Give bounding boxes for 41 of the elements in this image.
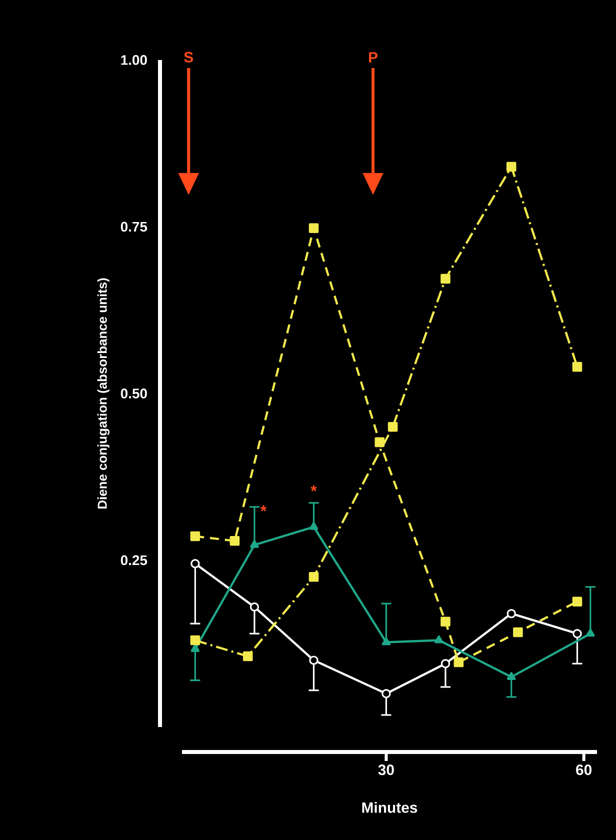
y-tick-label: 0.50	[120, 388, 147, 398]
ref-line-label: S	[184, 52, 193, 62]
point	[440, 616, 450, 626]
y-tick-label: 0.75	[120, 222, 148, 232]
y-tick-label: 0.25	[120, 555, 148, 566]
point	[230, 536, 240, 546]
point	[513, 627, 523, 638]
x-tick-label: 60	[576, 764, 592, 776]
x-tick-label: 30	[378, 764, 394, 776]
point	[190, 644, 200, 652]
point	[572, 629, 582, 638]
point	[506, 672, 516, 680]
point	[374, 437, 385, 448]
point	[250, 540, 259, 548]
point	[586, 628, 595, 637]
point	[308, 572, 319, 582]
point	[309, 656, 318, 665]
point	[382, 689, 391, 698]
point	[454, 657, 464, 668]
point	[190, 558, 200, 568]
y-axis-title: Diene conjugation (absorbance units)	[97, 278, 110, 508]
point	[308, 223, 319, 233]
point	[190, 635, 200, 646]
point	[572, 596, 582, 606]
point	[506, 609, 516, 618]
point	[434, 635, 444, 644]
point	[309, 522, 318, 530]
ref-line-label: P	[369, 52, 378, 62]
x-axis-title: Minutes	[362, 802, 418, 813]
point	[440, 274, 450, 284]
annotation: *	[260, 505, 267, 512]
y-tick-label: 1.00	[121, 55, 147, 65]
point	[242, 651, 253, 662]
point	[506, 162, 516, 172]
point	[190, 531, 200, 542]
annotation: *	[310, 485, 317, 492]
point	[388, 422, 398, 432]
point	[572, 362, 582, 372]
point	[382, 637, 391, 646]
point	[440, 659, 450, 668]
point	[250, 602, 260, 612]
